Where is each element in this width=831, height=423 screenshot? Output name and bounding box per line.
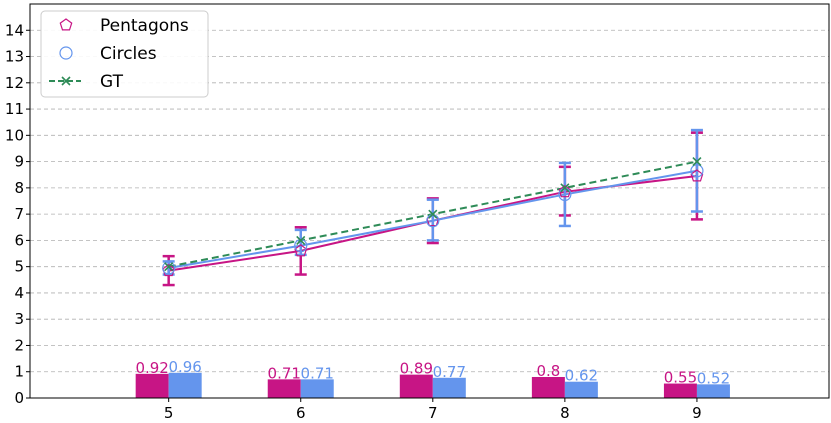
y-tick-label: 3 [14,310,24,328]
bar-value-label: 0.52 [697,369,730,387]
y-tick-label: 13 [5,48,24,66]
y-tick-label: 2 [14,336,24,354]
y-tick-label: 1 [14,363,24,381]
bar [663,383,697,398]
x-tick-label: 5 [164,404,174,422]
bar [432,377,466,398]
bar-value-label: 0.71 [268,364,301,382]
y-tick-label: 9 [14,153,24,171]
y-tick-label: 5 [14,258,24,276]
bar [168,372,202,398]
bar [300,379,334,398]
data-point [428,209,438,219]
data-point [162,261,176,275]
bar-value-label: 0.55 [664,369,697,387]
y-tick-label: 7 [14,205,24,223]
legend-marker [61,76,71,86]
y-tick-label: 8 [14,179,24,197]
data-point [558,185,572,198]
bar-value-label: 0.92 [135,359,168,377]
legend-marker [59,46,73,60]
bar-value-label: 0.71 [301,364,334,382]
plot-frame [29,3,830,399]
y-tick-label: 4 [14,284,24,302]
data-point [164,262,174,272]
bar-value-label: 0.96 [168,358,201,376]
bar [696,384,730,398]
x-tick-label: 9 [692,404,702,422]
legend-label: GT [100,72,124,92]
legend-marker [59,18,73,31]
bar-value-label: 0.8 [536,362,560,380]
bar-value-label: 0.62 [565,367,598,385]
x-tick-label: 6 [296,404,306,422]
data-point [296,235,306,245]
bar [531,376,565,398]
bar [399,374,433,398]
bar [135,373,169,398]
x-tick-label: 7 [428,404,438,422]
bar-value-label: 0.89 [400,360,433,378]
y-tick-label: 11 [5,100,24,118]
y-tick-label: 14 [5,21,24,39]
y-tick-label: 6 [14,231,24,249]
data-point [162,263,176,277]
bar [267,379,301,398]
bar [564,381,598,398]
y-tick-label: 0 [14,389,24,407]
y-tick-label: 12 [5,74,24,92]
data-point [690,164,704,178]
data-point [692,157,702,167]
legend-label: Pentagons [100,16,189,36]
legend-box [40,10,209,98]
data-point [560,183,570,193]
bar-value-label: 0.77 [433,363,466,381]
x-tick-label: 8 [560,404,570,422]
data-point [426,213,440,227]
y-tick-label: 10 [5,126,24,144]
legend-label: Circles [100,44,157,64]
